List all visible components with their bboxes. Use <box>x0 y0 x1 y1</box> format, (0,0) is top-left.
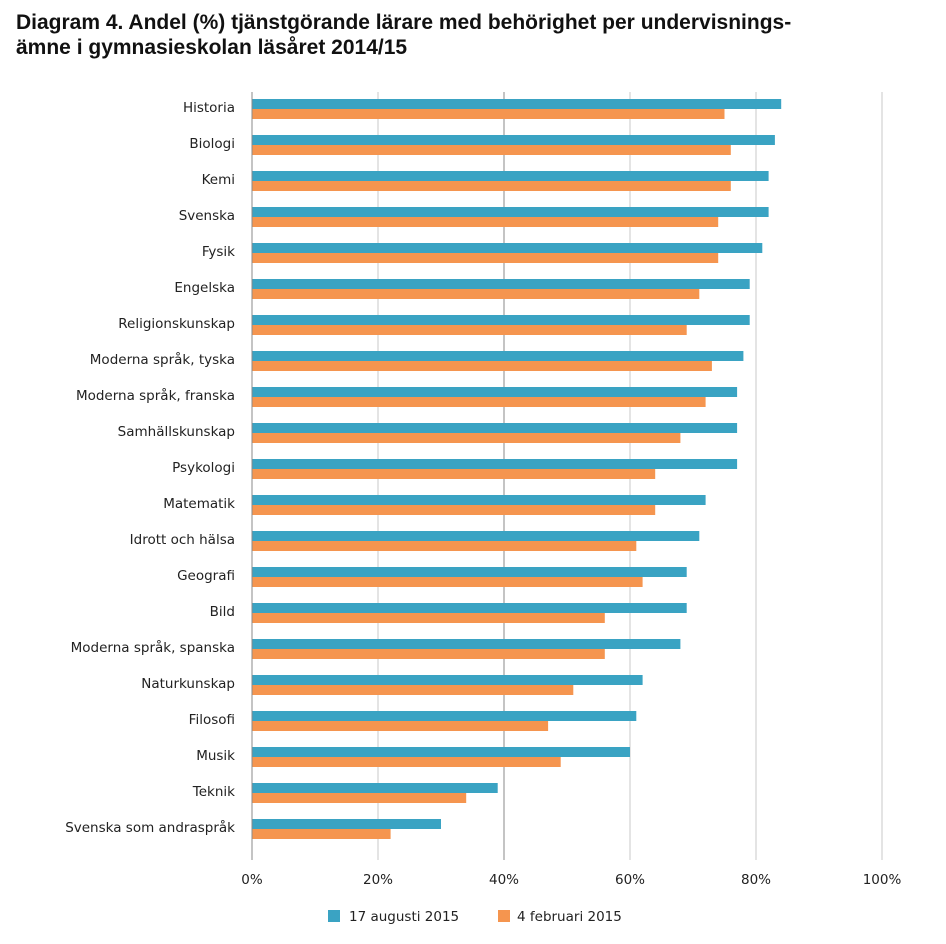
category-label: Moderna språk, tyska <box>90 351 235 368</box>
bar-aug-2015 <box>252 207 769 217</box>
bar-feb-2015 <box>252 325 687 335</box>
bar-aug-2015 <box>252 135 775 145</box>
bar-aug-2015 <box>252 315 750 325</box>
category-label: Fysik <box>202 244 235 260</box>
bar-aug-2015 <box>252 423 738 433</box>
bar-feb-2015 <box>252 433 681 443</box>
chart-title-line-1: Diagram 4. Andel (%) tjänstgörande lärar… <box>16 11 792 34</box>
bar-aug-2015 <box>252 675 643 685</box>
category-label: Moderna språk, spanska <box>71 639 235 656</box>
category-label: Samhällskunskap <box>118 424 235 440</box>
category-label: Svenska <box>179 208 235 224</box>
bar-aug-2015 <box>252 711 637 721</box>
bar-aug-2015 <box>252 387 738 397</box>
bar-aug-2015 <box>252 747 630 757</box>
bar-feb-2015 <box>252 253 719 263</box>
category-label: Biologi <box>189 136 235 152</box>
category-label: Psykologi <box>172 460 235 476</box>
x-tick-label: 100% <box>863 872 902 888</box>
x-tick-label: 0% <box>241 872 263 888</box>
bar-aug-2015 <box>252 639 681 649</box>
bar-feb-2015 <box>252 505 656 515</box>
bar-feb-2015 <box>252 145 731 155</box>
category-label: Naturkunskap <box>141 676 235 692</box>
category-label: Moderna språk, franska <box>76 387 235 404</box>
bar-feb-2015 <box>252 397 706 407</box>
category-label: Matematik <box>163 496 235 512</box>
bar-aug-2015 <box>252 783 498 793</box>
bar-aug-2015 <box>252 819 441 829</box>
legend-label: 17 augusti 2015 <box>349 909 459 925</box>
category-label: Religionskunskap <box>118 316 235 332</box>
category-label: Engelska <box>174 280 235 296</box>
bar-aug-2015 <box>252 567 687 577</box>
bar-aug-2015 <box>252 99 782 109</box>
bar-aug-2015 <box>252 495 706 505</box>
x-tick-label: 80% <box>741 872 771 888</box>
x-tick-label: 40% <box>489 872 519 888</box>
x-tick-label: 20% <box>363 872 393 888</box>
legend-label: 4 februari 2015 <box>517 909 622 925</box>
category-label: Historia <box>183 100 235 116</box>
bar-feb-2015 <box>252 109 725 119</box>
chart-title-line-2: ämne i gymnasieskolan läsåret 2014/15 <box>16 36 408 59</box>
legend-swatch <box>498 910 510 922</box>
x-tick-label: 60% <box>615 872 645 888</box>
bar-feb-2015 <box>252 289 700 299</box>
bar-feb-2015 <box>252 181 731 191</box>
legend-swatch <box>328 910 340 922</box>
bar-feb-2015 <box>252 685 574 695</box>
bar-feb-2015 <box>252 721 549 731</box>
bar-aug-2015 <box>252 243 763 253</box>
category-label: Idrott och hälsa <box>130 532 235 548</box>
category-label: Geografi <box>177 568 235 584</box>
bar-feb-2015 <box>252 217 719 227</box>
bar-aug-2015 <box>252 279 750 289</box>
bar-feb-2015 <box>252 649 605 659</box>
category-label: Bild <box>210 604 235 620</box>
bar-aug-2015 <box>252 351 744 361</box>
bar-aug-2015 <box>252 459 738 469</box>
bar-aug-2015 <box>252 531 700 541</box>
bar-feb-2015 <box>252 757 561 767</box>
category-label: Svenska som andraspråk <box>65 819 235 836</box>
chart-title: Diagram 4. Andel (%) tjänstgörande lärar… <box>16 10 936 60</box>
category-label: Kemi <box>202 172 235 188</box>
category-label: Musik <box>196 748 235 764</box>
bar-feb-2015 <box>252 829 391 839</box>
category-label: Teknik <box>192 784 235 800</box>
category-label: Filosofi <box>189 712 235 728</box>
bar-aug-2015 <box>252 171 769 181</box>
bar-feb-2015 <box>252 577 643 587</box>
bar-feb-2015 <box>252 613 605 623</box>
bar-aug-2015 <box>252 603 687 613</box>
bar-feb-2015 <box>252 793 467 803</box>
bar-feb-2015 <box>252 469 656 479</box>
bar-feb-2015 <box>252 541 637 551</box>
bar-feb-2015 <box>252 361 712 371</box>
